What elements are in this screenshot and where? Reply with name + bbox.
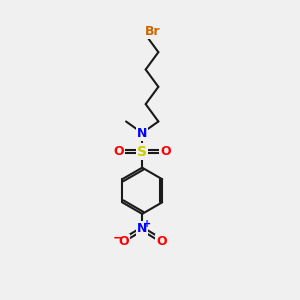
Text: O: O: [156, 235, 167, 248]
Text: +: +: [143, 219, 151, 229]
Text: O: O: [114, 145, 124, 158]
Text: N: N: [137, 127, 147, 140]
Text: −: −: [112, 232, 123, 244]
Text: Br: Br: [145, 25, 161, 38]
Text: O: O: [118, 235, 129, 248]
Text: S: S: [137, 145, 147, 158]
Text: O: O: [160, 145, 171, 158]
Text: N: N: [137, 222, 147, 236]
